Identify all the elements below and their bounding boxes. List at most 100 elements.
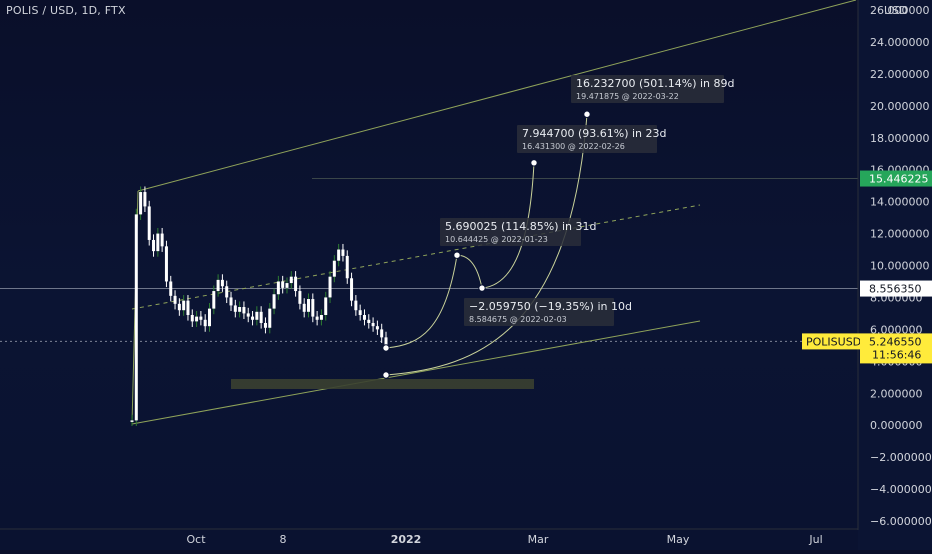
candle-body bbox=[337, 249, 341, 261]
price-axis[interactable]: 26.000000 24.000000 22.000000 20.000000 18.0… bbox=[857, 0, 932, 550]
projection-point[interactable] bbox=[382, 344, 390, 352]
x-tick-label: 2022 bbox=[391, 533, 422, 546]
candle-body bbox=[173, 295, 177, 304]
candle-body bbox=[220, 279, 224, 287]
y-tick-label: 0.000000 bbox=[870, 419, 923, 432]
x-tick-label: Mar bbox=[528, 533, 549, 546]
projection-point[interactable] bbox=[530, 159, 538, 167]
y-tick-label: 24.000000 bbox=[870, 36, 930, 49]
candle-body bbox=[341, 249, 345, 256]
candle-body bbox=[177, 303, 181, 311]
candle-body bbox=[182, 300, 186, 311]
candle-body bbox=[302, 303, 306, 312]
candle-body bbox=[130, 420, 134, 422]
candle-body bbox=[233, 305, 237, 312]
candle-body bbox=[332, 260, 336, 277]
y-tick-label: 22.000000 bbox=[870, 68, 930, 81]
candle-body bbox=[147, 206, 151, 240]
candle-body bbox=[375, 326, 379, 330]
candle-body bbox=[328, 276, 332, 298]
price-tag-high-text: 15.446225 bbox=[869, 173, 929, 186]
countdown-text: 11:56:46 bbox=[872, 348, 921, 361]
projection-curve-3[interactable] bbox=[481, 162, 535, 289]
price-tag-mid-text: 8.556350 bbox=[869, 283, 922, 296]
channel-lower-line[interactable] bbox=[131, 320, 701, 425]
candle-body bbox=[212, 291, 216, 309]
candle-body bbox=[263, 322, 267, 328]
price-tag-current-text: 5.246550 bbox=[869, 335, 922, 348]
support-zone-rect[interactable] bbox=[231, 379, 534, 389]
y-tick-label: −6.000000 bbox=[870, 515, 932, 528]
candle-body bbox=[354, 300, 358, 311]
y-tick-label: 12.000000 bbox=[870, 228, 930, 241]
candle-body bbox=[251, 316, 255, 320]
projection-point[interactable] bbox=[453, 251, 461, 259]
candle-body bbox=[195, 316, 199, 322]
candle-body bbox=[285, 283, 289, 288]
candle-body bbox=[152, 239, 156, 252]
candle-body bbox=[380, 329, 384, 338]
candle-body bbox=[207, 308, 211, 327]
candle-body bbox=[259, 311, 263, 323]
price-tag-current-bg bbox=[860, 333, 932, 364]
y-tick-label: −2.000000 bbox=[870, 451, 932, 464]
y-tick-label: 10.000000 bbox=[870, 260, 930, 273]
candle-body bbox=[289, 276, 293, 284]
candle-body bbox=[268, 308, 272, 328]
price-tag-mid-bg bbox=[860, 280, 932, 297]
measure-box[interactable] bbox=[571, 75, 724, 103]
channel-lines[interactable] bbox=[131, 0, 857, 425]
candle-body bbox=[156, 233, 160, 252]
time-axis[interactable]: Oct 8 2022 Mar May Jul bbox=[0, 528, 858, 546]
measure-main-text: −2.059750 (−19.35%) in 10d bbox=[469, 300, 632, 313]
candle-body bbox=[319, 315, 323, 320]
candle-body bbox=[199, 316, 203, 320]
projection-point[interactable] bbox=[583, 110, 591, 118]
currency-label[interactable]: USD bbox=[884, 4, 908, 17]
projection-curve-2[interactable] bbox=[456, 254, 483, 289]
x-tick-label: May bbox=[667, 533, 690, 546]
measure-box[interactable] bbox=[517, 125, 657, 153]
price-axis-bg bbox=[858, 0, 932, 550]
y-tick-label: 14.000000 bbox=[870, 196, 930, 209]
channel-mid-line[interactable] bbox=[131, 204, 701, 310]
support-zone[interactable] bbox=[231, 379, 534, 389]
candle-body bbox=[190, 315, 194, 322]
candle-body bbox=[255, 311, 259, 320]
candle-body bbox=[238, 307, 242, 312]
y-tick-label: 2.000000 bbox=[870, 387, 923, 400]
candle-body bbox=[324, 297, 328, 316]
candle-body bbox=[358, 310, 362, 316]
measure-main-text: 16.232700 (501.14%) in 89d bbox=[576, 77, 735, 90]
projection-point[interactable] bbox=[382, 371, 390, 379]
price-tag-high-bg bbox=[860, 170, 932, 187]
channel-upper-line[interactable] bbox=[137, 0, 857, 192]
candle-body bbox=[160, 233, 164, 247]
candle-body bbox=[311, 299, 315, 317]
candle-body bbox=[216, 279, 220, 292]
candle-body bbox=[315, 316, 319, 320]
measure-main-text: 7.944700 (93.61%) in 23d bbox=[522, 127, 667, 140]
measure-sub-text: 16.431300 @ 2022-02-26 bbox=[522, 142, 625, 151]
candle-body bbox=[134, 214, 138, 421]
candle-body bbox=[139, 192, 143, 215]
candle-body bbox=[229, 297, 233, 306]
candle-body bbox=[143, 192, 147, 207]
measure-annotations[interactable]: 16.232700 (501.14%) in 89d 19.471875 @ 20… bbox=[440, 75, 735, 326]
projection-curve-1[interactable] bbox=[385, 255, 458, 349]
symbol-title[interactable]: POLIS / USD, 1D, FTX bbox=[6, 4, 126, 17]
candle-body bbox=[276, 281, 280, 295]
candle-body bbox=[298, 291, 302, 304]
projection-point[interactable] bbox=[478, 284, 486, 292]
symbol-tag-text: POLISUSD bbox=[806, 335, 861, 348]
candle-body bbox=[186, 300, 190, 316]
candle-body bbox=[281, 281, 285, 288]
measure-box[interactable] bbox=[440, 218, 581, 246]
price-tags: 15.446225 8.556350 POLISUSD 5.24655011:56:4… bbox=[802, 170, 932, 364]
y-tick-label: −4.000000 bbox=[870, 483, 932, 496]
candle-body bbox=[225, 286, 229, 298]
candle-body bbox=[272, 294, 276, 309]
measure-box[interactable] bbox=[464, 298, 614, 326]
